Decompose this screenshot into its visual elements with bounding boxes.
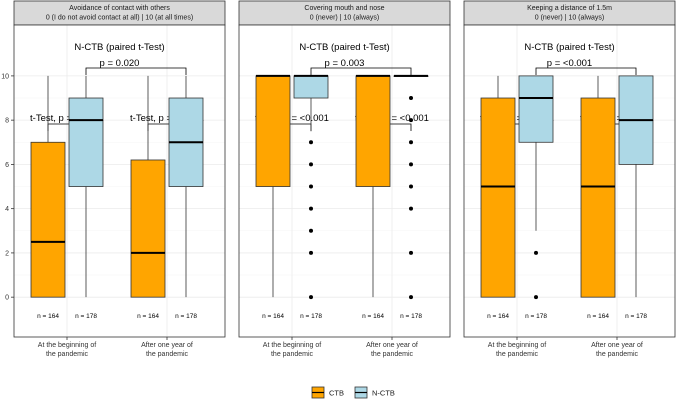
box-ctb [580,97,616,298]
outlier-point [309,250,313,255]
sample-size-label: n = 178 [625,313,647,320]
outlier-point [409,295,413,300]
outlier-point [409,140,413,145]
paired-test-p-value: p = 0.003 [325,58,365,69]
x-tick-label-line: the pandemic [271,351,314,358]
x-tick-label: At the beginning of the pandemic [488,342,546,358]
y-tick-label: 2 [5,250,9,257]
panel-scale-caption: 0 (I do not avoid contact at all) | 10 (… [46,15,193,22]
x-tick-label-line: At the beginning of [488,342,546,349]
y-tick-label: 8 [5,118,9,125]
x-tick-label-line: After one year of [366,342,418,349]
box-ctb [480,97,516,298]
x-tick-label-line: the pandemic [371,351,414,358]
box-ctb [30,141,66,298]
paired-test-title: N-CTB (paired t-Test) [524,42,614,53]
sample-size-label: n = 164 [262,313,284,320]
panel-scale-caption: 0 (never) | 10 (always) [535,15,605,22]
outlier-point [309,184,313,189]
paired-test-p-value: p = <0.001 [547,58,592,69]
y-tick-label: 6 [5,162,9,169]
sample-size-label: n = 178 [400,313,422,320]
outlier-point [534,295,538,300]
sample-size-label: n = 178 [300,313,322,320]
x-tick-label: After one year of the pandemic [141,342,193,358]
x-tick-label-line: After one year of [141,342,193,349]
panel-strip [13,0,226,26]
outlier-point [409,206,413,211]
ttest-label: t-Test, p = <0.001 [30,113,104,124]
x-tick-label: At the beginning of the pandemic [263,342,321,358]
panel-strip [463,0,676,26]
box-ctb [255,75,291,187]
panel-border [463,24,676,338]
panel-scale-caption: 0 (never) | 10 (always) [310,15,380,22]
x-tick-label-line: the pandemic [146,351,189,358]
paired-bracket [310,67,412,75]
sample-size-label: n = 164 [362,313,384,320]
ttest-label: t-Test, p = <0.001 [480,113,554,124]
ttest-label: t-Test, p = <0.001 [130,113,204,124]
outlier-point [409,96,413,101]
ttest-label: t-Test, p = <0.001 [580,113,654,124]
outlier-point [309,140,313,145]
y-tick-label: 10 [1,73,9,80]
x-tick-label: After one year of the pandemic [366,342,418,358]
x-tick-label-line: the pandemic [596,351,639,358]
outlier-point [309,295,313,300]
outlier-point [534,250,538,255]
box-n-ctb [518,75,554,143]
x-tick-label: After one year of the pandemic [591,342,643,358]
box-ctb [130,159,166,298]
paired-test-title: N-CTB (paired t-Test) [74,42,164,53]
x-tick-label: At the beginning of the pandemic [38,342,96,358]
outlier-point [309,162,313,167]
x-tick-label-line: At the beginning of [38,342,96,349]
panel-2: Covering mouth and nose 0 (never) | 10 (a… [238,0,451,358]
y-tick-label: 0 [5,295,9,302]
sample-size-label: n = 178 [525,313,547,320]
sample-size-label: n = 164 [37,313,59,320]
box-ctb [355,75,391,187]
panel-border [13,24,226,338]
panel-border [238,24,451,338]
sample-size-label: n = 164 [137,313,159,320]
outlier-point [409,184,413,189]
panel-title: Covering mouth and nose [304,5,384,12]
x-tick-label-line: At the beginning of [263,342,321,349]
legend: CTB N-CTB [311,386,395,399]
panel-title: Avoidance of contact with others [69,5,170,12]
outlier-point [309,206,313,211]
panel-3: Keeping a distance of 1.5m 0 (never) | 10… [463,0,676,358]
x-tick-label-line: the pandemic [496,351,539,358]
ttest-label: t-Test, p = <0.001 [355,113,429,124]
y-tick-label: 4 [5,206,9,213]
panel-1: Avoidance of contact with others 0 (I do … [13,0,226,358]
box-n-ctb [293,75,329,99]
paired-test-p-value: p = 0.020 [100,58,140,69]
sample-size-label: n = 164 [487,313,509,320]
x-tick-label-line: the pandemic [46,351,89,358]
paired-bracket [535,67,637,75]
ttest-label: t-Test, p = <0.001 [255,113,329,124]
outlier-point [409,162,413,167]
outlier-point [409,250,413,255]
x-tick-label-line: After one year of [591,342,643,349]
sample-size-label: n = 178 [75,313,97,320]
sample-size-label: n = 164 [587,313,609,320]
paired-test-title: N-CTB (paired t-Test) [299,42,389,53]
legend-label-n-ctb: N-CTB [372,389,395,398]
outlier-point [409,118,413,123]
panel-title: Keeping a distance of 1.5m [527,5,612,12]
paired-bracket [85,67,187,75]
outlier-point [309,228,313,233]
box-n-ctb [68,97,104,187]
sample-size-label: n = 178 [175,313,197,320]
legend-label-ctb: CTB [329,389,344,398]
